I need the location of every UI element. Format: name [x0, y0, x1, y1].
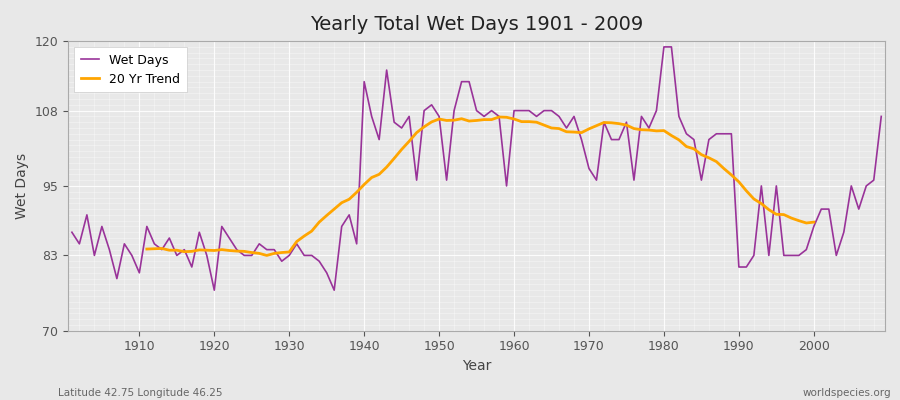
- 20 Yr Trend: [726, 172, 737, 177]
- Wet Days: [67, 230, 77, 235]
- Wet Days: [508, 108, 519, 113]
- 20 Yr Trend: [141, 247, 152, 252]
- 20 Yr Trend: [711, 159, 722, 164]
- Wet Days: [127, 253, 138, 258]
- Text: Latitude 42.75 Longitude 46.25: Latitude 42.75 Longitude 46.25: [58, 388, 223, 398]
- Text: worldspecies.org: worldspecies.org: [803, 388, 891, 398]
- 20 Yr Trend: [261, 253, 272, 258]
- Line: 20 Yr Trend: 20 Yr Trend: [147, 117, 814, 256]
- 20 Yr Trend: [808, 220, 819, 224]
- Title: Yearly Total Wet Days 1901 - 2009: Yearly Total Wet Days 1901 - 2009: [310, 15, 644, 34]
- 20 Yr Trend: [794, 218, 805, 223]
- Y-axis label: Wet Days: Wet Days: [15, 153, 29, 219]
- Line: Wet Days: Wet Days: [72, 47, 881, 290]
- Legend: Wet Days, 20 Yr Trend: Wet Days, 20 Yr Trend: [75, 47, 186, 92]
- 20 Yr Trend: [621, 123, 632, 128]
- Wet Days: [299, 253, 310, 258]
- 20 Yr Trend: [231, 249, 242, 254]
- Wet Days: [209, 288, 220, 292]
- 20 Yr Trend: [351, 190, 362, 195]
- Wet Days: [516, 108, 526, 113]
- Wet Days: [659, 44, 670, 49]
- Wet Days: [876, 114, 886, 119]
- Wet Days: [344, 212, 355, 217]
- 20 Yr Trend: [494, 114, 505, 119]
- X-axis label: Year: Year: [462, 359, 491, 373]
- Wet Days: [606, 137, 616, 142]
